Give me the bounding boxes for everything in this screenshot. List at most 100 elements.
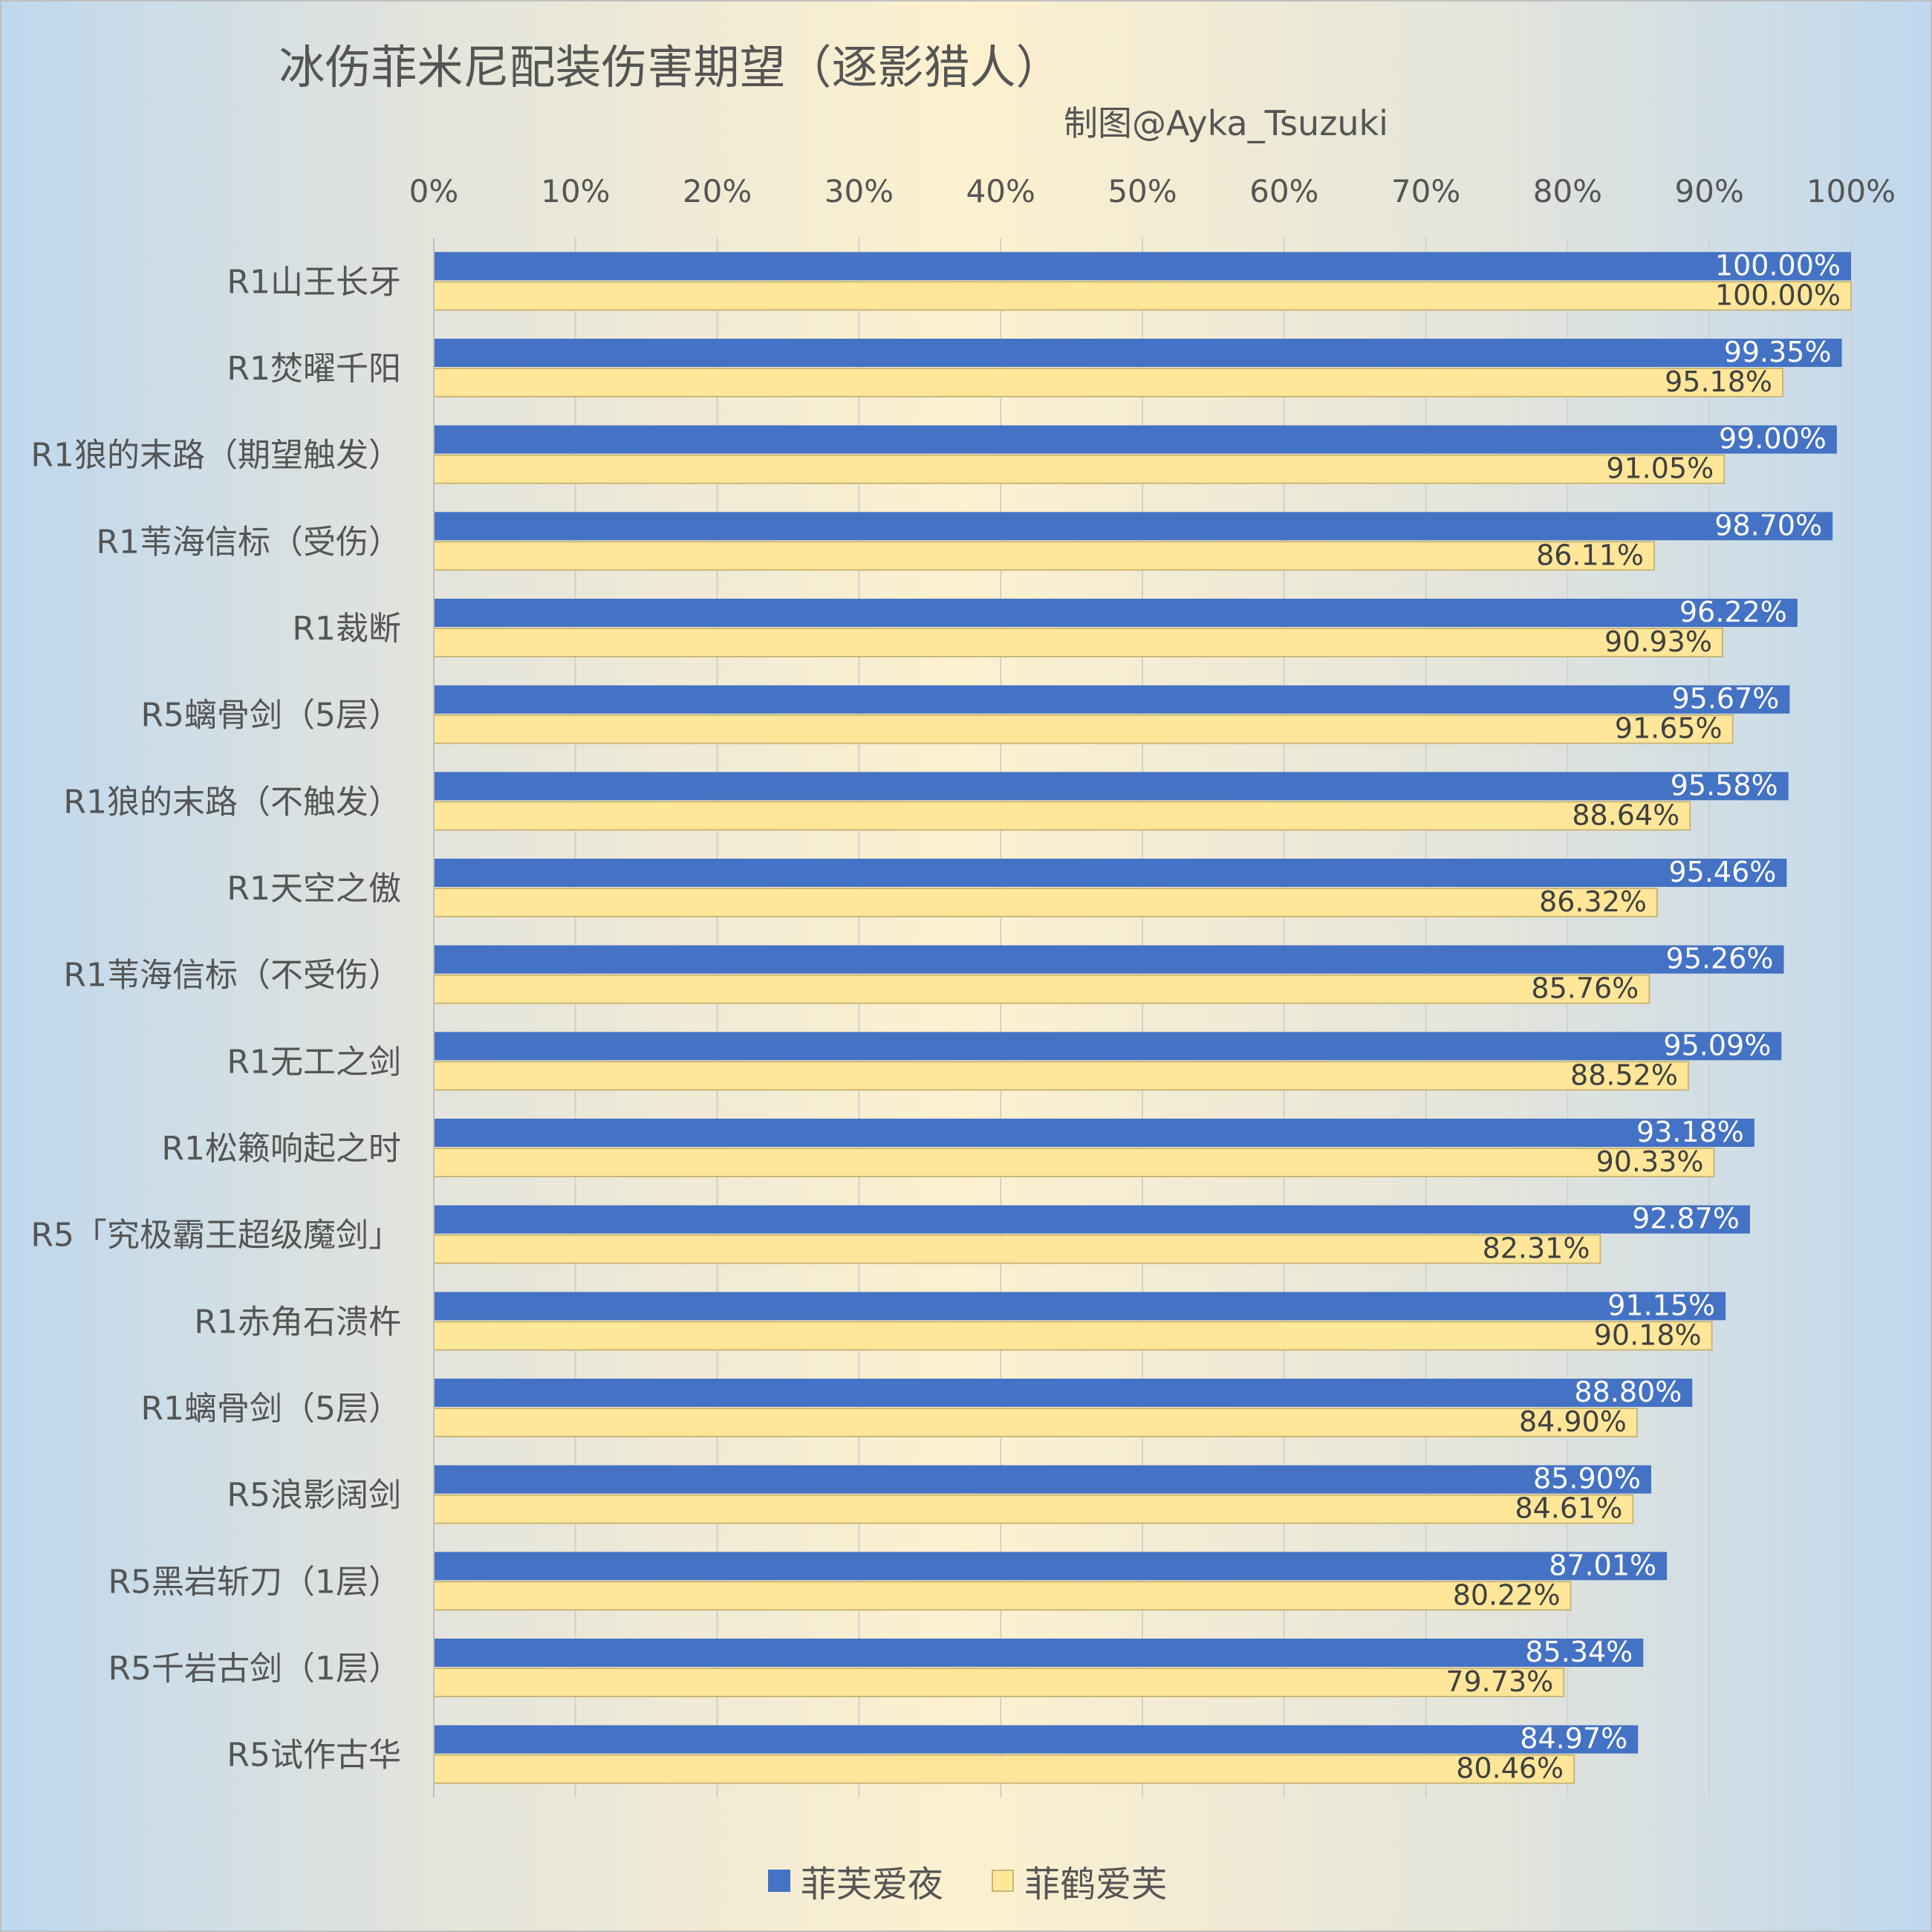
data-label-series-2: 80.22% [1453, 1578, 1561, 1611]
category-label: R1苇海信标（受伤） [96, 523, 401, 561]
data-label-series-1: 88.80% [1574, 1376, 1682, 1408]
bar-series-1 [434, 512, 1833, 541]
bar-series-1 [434, 772, 1789, 801]
x-tick-label: 10% [541, 173, 610, 209]
data-label-series-1: 96.22% [1679, 596, 1787, 628]
bar-series-2 [433, 1754, 1575, 1784]
category-label: R5黑岩斩刀（1层） [108, 1563, 401, 1601]
bar-series-2 [433, 628, 1723, 657]
bar-series-1 [434, 945, 1784, 974]
bar-series-1 [434, 1465, 1651, 1494]
chart-title: 冰伤菲米尼配装伤害期望（逐影猎人） [0, 30, 1711, 97]
x-tick-label: 80% [1533, 173, 1602, 209]
data-label-series-1: 85.34% [1525, 1636, 1633, 1668]
data-label-series-1: 95.67% [1671, 683, 1779, 715]
category-label: R5试作古华 [227, 1737, 401, 1775]
data-label-series-2: 90.93% [1604, 625, 1712, 658]
data-label-series-1: 84.97% [1520, 1723, 1627, 1755]
bar-series-1 [434, 859, 1787, 887]
bar-series-2 [433, 974, 1650, 1004]
x-tick-label: 90% [1675, 173, 1744, 209]
x-tick-label: 20% [683, 173, 752, 209]
bar-series-1 [434, 599, 1798, 627]
data-label-series-1: 85.90% [1533, 1463, 1641, 1495]
x-tick-label: 0% [409, 173, 459, 209]
data-label-series-2: 90.33% [1596, 1145, 1704, 1178]
category-label: R1狼的末路（不触发） [63, 783, 401, 821]
data-label-series-2: 88.52% [1570, 1058, 1678, 1091]
data-label-series-1: 100.00% [1715, 249, 1841, 282]
bar-series-1 [434, 685, 1790, 714]
bar-series-2 [433, 368, 1784, 397]
data-label-series-1: 92.87% [1632, 1203, 1740, 1235]
legend-swatch-series-2 [992, 1870, 1015, 1892]
data-label-series-1: 99.35% [1724, 336, 1832, 368]
category-label: R1松籁响起之时 [161, 1130, 401, 1168]
bar-series-1 [434, 252, 1851, 281]
category-label: R1天空之傲 [227, 870, 401, 908]
bar-series-2 [433, 1148, 1715, 1177]
data-label-series-2: 90.18% [1594, 1318, 1702, 1351]
category-label: R1苇海信标（不受伤） [63, 957, 401, 995]
legend-label-series-1: 菲芙爱夜 [800, 1864, 943, 1905]
bar-series-1 [434, 1292, 1726, 1321]
bar-series-1 [434, 1725, 1639, 1754]
data-label-series-1: 99.00% [1719, 423, 1827, 455]
bar-series-1 [434, 1552, 1668, 1581]
bar-series-2 [433, 888, 1658, 917]
x-tick-label: 100% [1806, 173, 1896, 209]
legend-swatch-series-1 [767, 1870, 790, 1892]
category-label: R5「究极霸王超级魔剑」 [30, 1217, 401, 1255]
data-label-series-2: 86.32% [1539, 885, 1647, 918]
category-label: R1狼的末路（期望触发） [30, 437, 401, 475]
bar-series-1 [434, 1119, 1754, 1147]
bar-series-2 [433, 281, 1852, 311]
data-label-series-2: 100.00% [1715, 279, 1841, 311]
data-label-series-2: 82.31% [1483, 1232, 1590, 1265]
bar-series-2 [433, 1061, 1689, 1091]
data-label-series-1: 95.58% [1671, 769, 1778, 801]
category-label: R5千岩古剑（1层） [108, 1650, 401, 1688]
x-tick-label: 70% [1391, 173, 1460, 209]
category-label: R5螭骨剑（5层） [140, 697, 401, 735]
legend-item-series-2: 菲鹤爱芙 [992, 1855, 1167, 1907]
x-tick-label: 60% [1249, 173, 1318, 209]
category-label: R1无工之剑 [227, 1043, 401, 1081]
bar-series-2 [433, 801, 1691, 831]
x-tick-label: 30% [824, 173, 894, 209]
bar-series-1 [434, 1639, 1644, 1667]
category-label: R1赤角石溃杵 [194, 1303, 401, 1341]
bar-series-1 [434, 1379, 1693, 1407]
data-label-series-1: 98.70% [1714, 509, 1822, 541]
chart-title-text: 冰伤菲米尼配装伤害期望（逐影猎人） [279, 40, 1062, 94]
bar-series-1 [434, 339, 1842, 367]
data-label-series-1: 95.26% [1666, 943, 1774, 975]
bar-series-2 [433, 1408, 1638, 1437]
bar-series-2 [433, 1321, 1713, 1351]
data-label-series-2: 88.64% [1572, 799, 1679, 831]
legend-label-series-2: 菲鹤爱芙 [1024, 1864, 1168, 1905]
x-tick-label: 40% [966, 173, 1035, 209]
x-tick-label: 50% [1108, 173, 1177, 209]
bar-series-1 [434, 1205, 1750, 1234]
data-label-series-2: 91.05% [1606, 452, 1714, 485]
data-label-series-2: 85.76% [1531, 972, 1639, 1005]
bar-series-2 [433, 541, 1655, 571]
category-label: R1山王长牙 [227, 263, 401, 301]
data-label-series-2: 91.65% [1615, 712, 1723, 745]
data-label-series-2: 86.11% [1536, 539, 1644, 571]
bar-series-1 [434, 425, 1837, 454]
bar-series-2 [433, 1494, 1634, 1524]
category-label: R1裁断 [292, 610, 401, 648]
bar-series-2 [433, 454, 1726, 484]
bar-series-1 [434, 1032, 1782, 1061]
bar-series-2 [433, 1668, 1565, 1697]
category-label: R1焚曜千阳 [227, 350, 401, 388]
bar-series-2 [433, 1581, 1572, 1611]
category-label: R5浪影阔剑 [227, 1477, 401, 1515]
data-label-series-1: 95.46% [1668, 856, 1776, 888]
data-label-series-1: 95.09% [1663, 1029, 1771, 1061]
bar-series-2 [433, 1234, 1601, 1264]
